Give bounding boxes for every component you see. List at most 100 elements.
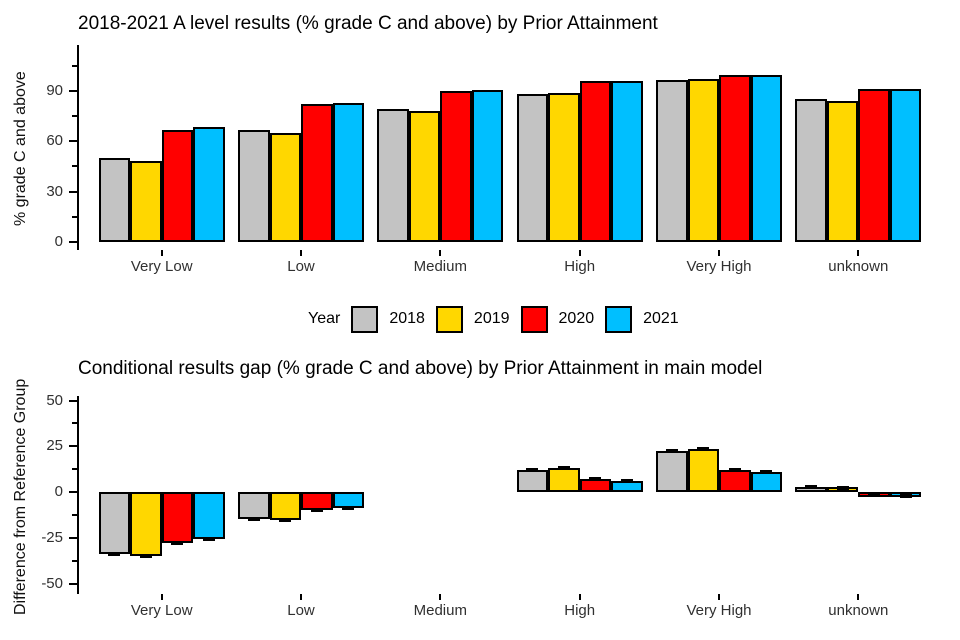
bar-2021-very-low	[193, 492, 225, 539]
y-tick-label: 90	[46, 81, 63, 99]
x-tick	[439, 594, 442, 600]
errorbar-2019-very-low	[139, 554, 152, 559]
legend-swatch-2019	[435, 305, 463, 333]
bar-2019-unknown	[826, 101, 859, 242]
x-tick-label: Very Low	[130, 602, 193, 619]
y-tick-label: -50	[41, 574, 63, 592]
bar-2018-very-low	[98, 158, 131, 242]
bar-2021-very-high	[750, 471, 782, 492]
x-tick-label: Medium	[413, 258, 467, 275]
x-tick-label: Medium	[413, 602, 467, 619]
bar-2019-high	[548, 93, 580, 242]
bar-2018-very-high	[656, 450, 688, 492]
errorbar-2021-high	[620, 479, 633, 484]
y-tick-label: 0	[54, 233, 63, 250]
legend-label-2020: 2020	[558, 310, 595, 327]
bar-2020-very-high	[719, 470, 751, 492]
bar-2020-low	[301, 104, 333, 242]
bar-2018-high	[516, 470, 549, 492]
bar-2019-very-high	[687, 448, 719, 492]
bar-2021-very-low	[193, 127, 225, 242]
x-tick	[578, 594, 581, 600]
y-tick-label: 25	[46, 437, 63, 455]
bar-2018-low	[238, 492, 270, 520]
errorbar-2021-very-high	[760, 469, 773, 474]
y-minor-tick	[72, 513, 77, 516]
bar-2018-high	[516, 94, 549, 242]
top-chart-title: 2018-2021 A level results (% grade C and…	[78, 13, 658, 34]
bar-2021-very-high	[750, 75, 782, 242]
errorbar-2020-unknown	[868, 492, 881, 497]
y-tick	[69, 491, 77, 493]
legend-swatch-2018	[351, 305, 379, 333]
errorbar-2021-low	[342, 506, 355, 511]
errorbar-2019-very-high	[697, 446, 710, 451]
x-tick-label: Very High	[686, 602, 752, 619]
legend-label-2021: 2021	[643, 310, 679, 327]
bar-2020-very-low	[161, 492, 194, 544]
errorbar-2018-very-low	[108, 552, 121, 557]
errorbar-2020-very-high	[728, 468, 741, 473]
bar-2021-unknown	[889, 89, 922, 242]
y-minor-tick	[72, 64, 77, 67]
errorbar-2019-unknown	[836, 486, 849, 491]
bar-2020-high	[579, 80, 612, 242]
bar-2021-medium	[471, 90, 504, 242]
errorbar-2021-unknown	[899, 493, 912, 498]
legend: Year 2018 2019 2020 2021	[308, 303, 679, 335]
legend-swatch-2021	[605, 305, 633, 333]
y-axis-line	[77, 396, 79, 594]
y-minor-tick	[72, 559, 77, 562]
y-minor-tick	[72, 165, 77, 168]
errorbar-2020-low	[310, 508, 323, 513]
y-tick-label: 30	[46, 182, 63, 200]
bar-2019-low	[269, 132, 301, 242]
x-tick	[439, 250, 442, 256]
legend-label-2019: 2019	[473, 310, 510, 327]
bar-2019-high	[548, 468, 580, 492]
y-tick	[69, 445, 77, 448]
y-minor-tick	[72, 115, 77, 118]
x-tick-label: unknown	[828, 258, 889, 275]
bar-2019-very-high	[687, 79, 719, 242]
y-tick-label: 50	[46, 391, 63, 409]
y-tick	[69, 582, 77, 585]
bar-2018-very-low	[98, 492, 131, 555]
x-tick-label: unknown	[828, 602, 889, 619]
bar-2018-low	[238, 129, 270, 242]
bar-2018-medium	[377, 109, 409, 242]
x-tick	[300, 594, 302, 600]
errorbar-2020-very-low	[171, 541, 184, 546]
errorbar-2018-high	[526, 468, 539, 473]
legend-label-2018: 2018	[389, 310, 425, 327]
x-tick	[718, 250, 720, 256]
bottom-chart-title: Conditional results gap (% grade C and a…	[78, 358, 763, 379]
bar-2019-very-low	[130, 161, 162, 242]
bar-2019-low	[269, 492, 301, 521]
bar-2021-low	[332, 102, 364, 242]
bar-2020-very-high	[719, 75, 751, 242]
y-tick-label: 60	[46, 132, 63, 150]
y-tick-label: -25	[41, 528, 63, 546]
y-tick	[69, 140, 77, 143]
bar-2019-medium	[408, 111, 441, 242]
bar-2020-very-low	[161, 130, 194, 242]
x-tick	[857, 250, 860, 256]
errorbar-2018-unknown	[805, 484, 818, 489]
x-tick	[718, 594, 720, 600]
x-tick	[300, 250, 302, 256]
bar-2018-unknown	[795, 99, 827, 242]
y-minor-tick	[72, 468, 77, 471]
bar-2020-medium	[440, 90, 472, 242]
y-tick	[69, 241, 77, 243]
errorbar-2019-high	[557, 466, 570, 471]
bar-2019-very-low	[130, 492, 162, 557]
x-tick	[160, 250, 163, 256]
x-tick-label: Very High	[686, 258, 752, 275]
bar-2021-high	[611, 80, 643, 242]
legend-title: Year	[308, 310, 341, 327]
y-tick	[69, 536, 77, 539]
